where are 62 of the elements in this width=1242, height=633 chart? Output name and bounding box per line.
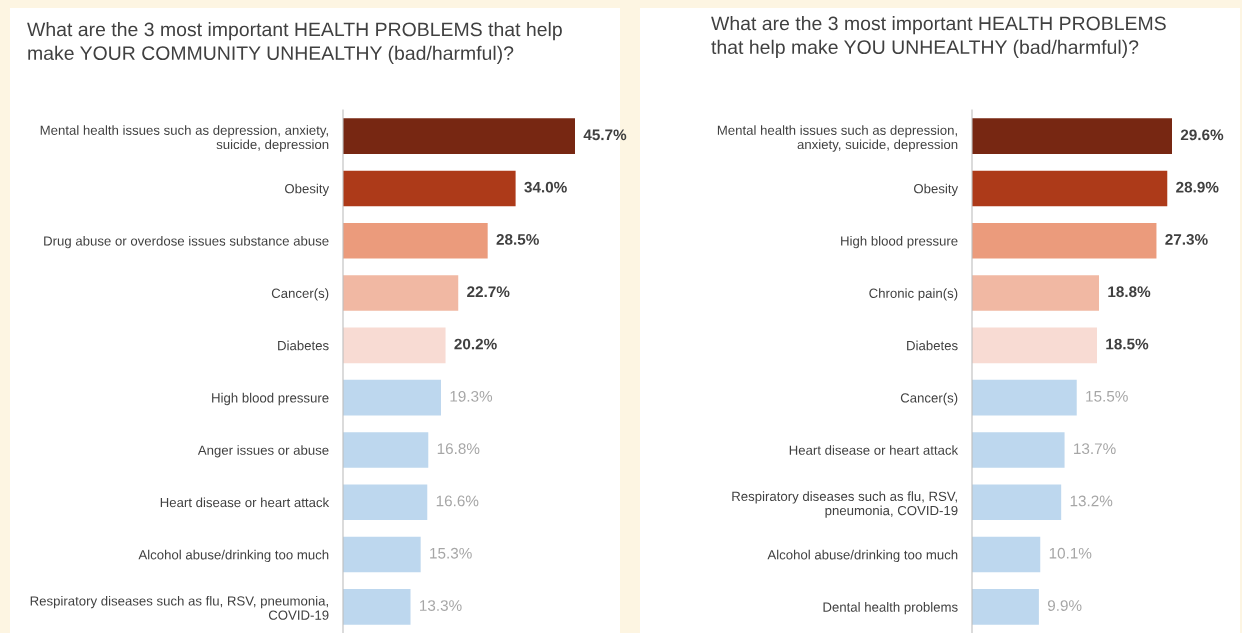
data-label: 18.5%: [1106, 338, 1149, 350]
bar: [343, 327, 446, 364]
data-label: 15.5%: [1086, 391, 1128, 402]
y-tick-label: High blood pressure: [841, 235, 958, 249]
data-label: 9.9%: [1047, 600, 1082, 611]
data-label: 45.7%: [583, 129, 627, 141]
y-tick-label: Chronic pain(s): [869, 288, 958, 301]
bar: [972, 118, 1172, 154]
bar: [972, 484, 1062, 521]
bar: [972, 327, 1097, 364]
y-tick-label: Obesity: [914, 183, 959, 196]
bar: [972, 170, 1168, 207]
y-tick-label: Cancer(s): [900, 392, 958, 406]
data-label: 28.5%: [496, 234, 539, 245]
y-tick-label: Mental health issues such as depression, anxiety, suicide, depression: [40, 125, 329, 152]
y-tick-label: Mental health issues such as depression, anxiety, suicide, depression: [717, 125, 958, 152]
bar: [343, 170, 516, 207]
bar: [972, 589, 1039, 625]
y-tick-label: Alcohol abuse/drinking too much: [767, 549, 958, 563]
y-tick-label: Diabetes: [907, 340, 958, 351]
data-label: 19.3%: [450, 390, 493, 402]
bar: [343, 484, 428, 521]
bar: [343, 536, 421, 573]
data-label: 15.3%: [430, 547, 472, 559]
bar: [343, 275, 459, 311]
data-label: 16.6%: [436, 495, 479, 507]
bar: [972, 222, 1157, 259]
data-label: 13.7%: [1074, 443, 1116, 455]
bar: [972, 275, 1100, 311]
y-tick-label: Anger issues or abuse: [197, 445, 329, 458]
data-label: 13.3%: [420, 600, 462, 611]
bar: [972, 432, 1065, 468]
data-label: 16.8%: [437, 443, 480, 455]
y-tick-label: Diabetes: [278, 340, 329, 351]
bar: [343, 118, 575, 154]
y-tick-label: High blood pressure: [212, 392, 329, 406]
y-tick-label: Heart disease or heart attack: [789, 445, 959, 455]
bar: [343, 222, 488, 259]
y-tick-label: Respiratory diseases such as flu, RSV, pneumonia, COVID-19: [732, 491, 958, 518]
data-label: 28.9%: [1176, 181, 1219, 193]
data-label: 10.1%: [1049, 547, 1092, 559]
data-label: 27.3%: [1165, 234, 1208, 245]
y-tick-label: Respiratory diseases such as flu, RSV, pneumonia, COVID-19: [30, 595, 329, 620]
bar: [972, 379, 1077, 416]
y-tick-label: Drug abuse or overdose issues substance abuse: [44, 235, 329, 249]
bar: [343, 379, 441, 416]
y-tick-label: Obesity: [285, 183, 330, 196]
y-tick-label: Alcohol abuse/drinking too much: [138, 549, 329, 563]
chart-title: What are the 3 most important HEALTH PROBLEMS that help make YOU UNHEALTHY (bad/harmful)?: [711, 16, 1166, 58]
bar: [972, 536, 1041, 573]
bar: [343, 589, 411, 625]
data-label: 34.0%: [524, 181, 567, 193]
bar: [343, 432, 429, 468]
y-tick-label: Cancer(s): [271, 288, 329, 301]
data-label: 22.7%: [467, 286, 510, 298]
data-label: 13.2%: [1070, 495, 1113, 507]
data-label: 29.6%: [1180, 129, 1224, 141]
y-tick-label: Dental health problems: [823, 602, 958, 615]
data-label: 20.2%: [454, 338, 497, 350]
data-label: 18.8%: [1108, 286, 1151, 298]
y-tick-label: Heart disease or heart attack: [160, 497, 330, 508]
chart-title: What are the 3 most important HEALTH PROBLEMS that help make YOUR COMMUNITY UNHEALTHY (bad/harmful)?: [27, 22, 562, 64]
